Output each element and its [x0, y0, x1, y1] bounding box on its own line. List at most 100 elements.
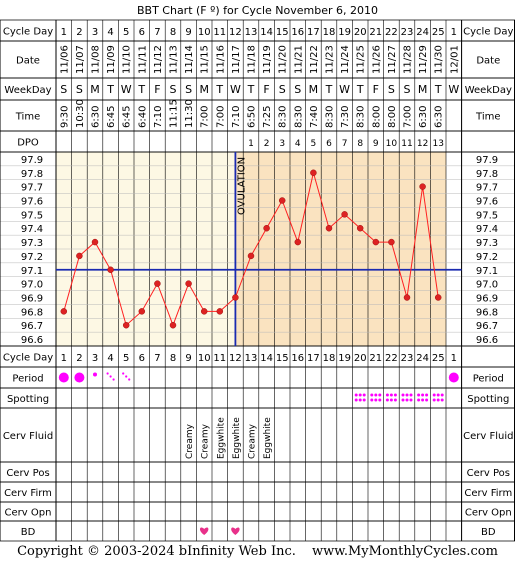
date-cell: 11/11 [137, 45, 148, 74]
cerv-pos-label: Cerv Pos [6, 468, 49, 479]
spotting-dot [432, 398, 436, 402]
temp-tick-label: 97.1 [21, 266, 43, 277]
cycle-day-cell: 3 [92, 353, 98, 364]
temp-tick-label-right: 97.6 [476, 197, 498, 208]
temperature-point [91, 238, 99, 246]
spotting-dot [425, 398, 429, 402]
date-cell: 11/07 [75, 45, 86, 74]
chart-title: BBT Chart (F º) for Cycle November 6, 20… [137, 4, 378, 17]
cycle-day-cell: 12 [229, 27, 242, 38]
weekday-cell: S [388, 83, 395, 96]
spotting-dot [378, 393, 382, 397]
spotting-dot [417, 393, 421, 397]
temp-tick-label: 97.3 [21, 238, 43, 249]
time-cell: 6:45 [106, 106, 117, 128]
temperature-point [294, 238, 302, 246]
temp-tick-label-right: 97.9 [476, 155, 498, 166]
spotting-dot [432, 393, 436, 397]
cycle-day-cell: 6 [139, 27, 145, 38]
cerv-opn-label-right: Cerv Opn [465, 508, 512, 519]
time-cell: 6:30 [91, 106, 102, 128]
weekday-cell: W [339, 83, 350, 96]
cycle-day-cell: 13 [245, 353, 258, 364]
spotting-dot [389, 398, 393, 402]
weekday-cell: S [404, 83, 411, 96]
temp-tick-label-right: 97.0 [476, 280, 498, 291]
weekday-label-right: WeekDay [465, 85, 512, 96]
date-cell: 11/19 [262, 45, 273, 74]
cerv-opn-label: Cerv Opn [5, 508, 52, 519]
temperature-point [325, 224, 333, 232]
spotting-dot [362, 393, 366, 397]
weekday-cell: S [185, 83, 192, 96]
cerv-fluid-label-right: Cerv Fluid [463, 431, 513, 442]
cycle-day-cell: 11 [213, 353, 226, 364]
date-cell: 11/23 [325, 45, 336, 74]
weekday-cell: S [294, 83, 301, 96]
time-cell: 6:45 [122, 106, 133, 128]
date-cell: 11/09 [106, 45, 117, 74]
dpo-cell: 2 [264, 139, 270, 149]
temperature-point [278, 197, 286, 204]
spotting-dot [401, 393, 405, 397]
date-cell: 11/24 [340, 45, 351, 74]
time-cell: 8:00 [371, 106, 382, 128]
spotting-dot [409, 398, 413, 402]
cycle-day-cell: 5 [123, 353, 129, 364]
temp-tick-label: 97.0 [21, 280, 43, 291]
weekday-cell: M [199, 83, 209, 96]
temperature-point [185, 280, 192, 287]
footer: Copyright © 2003-2024 bInfinity Web Inc.… [0, 541, 515, 562]
dpo-cell: 3 [279, 139, 285, 149]
time-cell: 9:30 [59, 106, 70, 128]
date-cell: 11/25 [356, 45, 367, 74]
spotting-dot [393, 398, 397, 402]
date-cell: 11/12 [153, 45, 164, 74]
spotting-dot [358, 393, 362, 397]
period-spotting-dot [122, 372, 125, 375]
cycle-day-cell: 2 [76, 27, 82, 38]
dpo-cell: 8 [357, 139, 363, 149]
spotting-dot [374, 393, 378, 397]
spotting-dot [421, 393, 425, 397]
cerv-fluid-label: Cerv Fluid [3, 431, 53, 442]
spotting-dot [421, 398, 425, 402]
spotting-dot [401, 398, 405, 402]
spotting-dot [358, 398, 362, 402]
temp-tick-label: 97.5 [21, 210, 43, 221]
cerv-firm-label: Cerv Firm [4, 488, 52, 499]
date-cell: 11/14 [184, 45, 195, 74]
temp-tick-label-right: 96.9 [476, 294, 498, 305]
date-cell: 11/20 [278, 45, 289, 74]
cycle-day-cell: 23 [401, 353, 414, 364]
bd-heart-icon [200, 527, 209, 535]
temp-tick-label-right: 97.8 [476, 169, 498, 180]
date-cell: 11/10 [122, 45, 133, 74]
spotting-dot [405, 398, 409, 402]
temperature-point [200, 308, 208, 315]
time-label-right: Time [475, 112, 500, 123]
cycle-day-cell: 18 [323, 27, 336, 38]
time-cell: 11:30 [184, 99, 195, 128]
date-cell: 11/06 [59, 45, 70, 74]
date-cell: 11/30 [434, 45, 445, 74]
temp-tick-label-right: 97.4 [476, 224, 498, 235]
dpo-cell: 12 [417, 139, 428, 149]
time-cell: 8:30 [325, 106, 336, 128]
site-link[interactable]: www.MyMonthlyCycles.com [312, 544, 498, 559]
period-spotting-dot [125, 375, 128, 378]
temp-tick-label: 97.4 [21, 224, 43, 235]
dpo-cell: 7 [342, 139, 348, 149]
spotting-dot [378, 398, 382, 402]
weekday-cell: W [448, 83, 459, 96]
weekday-cell: T [434, 83, 442, 96]
dpo-cell: 13 [432, 139, 443, 149]
spotting-label-right: Spotting [467, 394, 509, 405]
temperature-point [263, 224, 270, 232]
dpo-cell: 6 [326, 139, 332, 149]
date-cell: 11/18 [247, 45, 258, 74]
weekday-cell: T [325, 83, 333, 96]
spotting-dot [405, 393, 409, 397]
cycle-day-cell: 3 [92, 27, 98, 38]
